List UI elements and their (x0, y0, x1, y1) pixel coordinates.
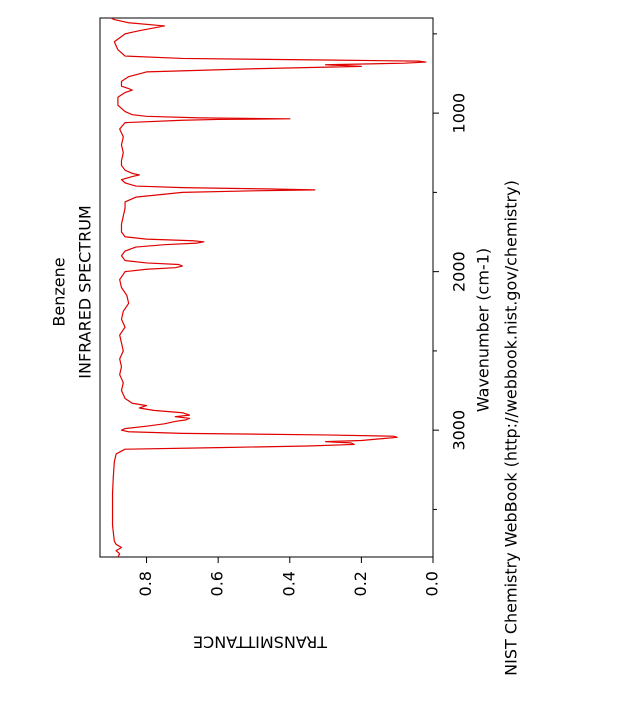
y-tick-label: 0.6 (208, 571, 227, 596)
chart-subtitle: INFRARED SPECTRUM (76, 205, 95, 378)
plot-frame (99, 17, 434, 558)
x-tick-label: 3000 (450, 410, 469, 451)
spectrum-line (110, 17, 427, 558)
x-tick-label: 2000 (450, 251, 469, 292)
x-axis-label: Wavenumber (cm-1) (474, 248, 493, 412)
y-axis-label: TRANSMITTANCE (193, 633, 328, 652)
y-tick-label: 0.4 (279, 571, 298, 596)
y-tick-label: 0.8 (136, 571, 155, 596)
y-tick-label: 0.0 (423, 571, 442, 596)
source: NIST Chemistry WebBook (http://webbook.n… (502, 180, 521, 676)
plot: Benzene INFRARED SPECTRUM Wavenumber (cm… (50, 17, 521, 676)
chart-title: Benzene (50, 257, 69, 326)
x-tick-label: 1000 (450, 93, 469, 134)
y-tick-label: 0.2 (351, 571, 370, 596)
